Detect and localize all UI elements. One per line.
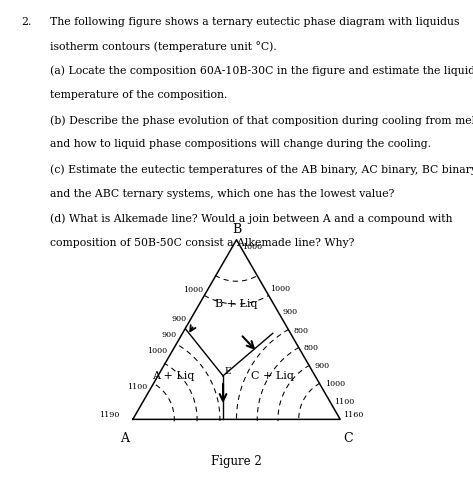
Text: A + Liq: A + Liq [152, 370, 194, 380]
Text: 2.: 2. [21, 17, 32, 27]
Text: C: C [344, 431, 353, 444]
Text: The following figure shows a ternary eutectic phase diagram with liquidus: The following figure shows a ternary eut… [50, 17, 459, 27]
Text: 800: 800 [294, 326, 308, 334]
Text: 1160: 1160 [343, 410, 364, 419]
Text: 1100: 1100 [334, 396, 355, 405]
Text: isotherm contours (temperature unit °C).: isotherm contours (temperature unit °C). [50, 41, 276, 52]
Text: E: E [225, 366, 231, 375]
Text: temperature of the composition.: temperature of the composition. [50, 90, 227, 100]
Text: A: A [120, 431, 129, 444]
Text: (d) What is Alkemade line? Would a join between A and a compound with: (d) What is Alkemade line? Would a join … [50, 213, 452, 223]
Text: 900: 900 [283, 307, 298, 315]
Text: B + Liq: B + Liq [215, 299, 258, 309]
Text: (c) Estimate the eutectic temperatures of the AB binary, AC binary, BC binary: (c) Estimate the eutectic temperatures o… [50, 164, 473, 174]
Text: B: B [232, 222, 241, 235]
Text: 1000: 1000 [148, 347, 167, 354]
Text: C + Liq: C + Liq [251, 370, 294, 380]
Text: 1000: 1000 [242, 242, 262, 250]
Text: and how to liquid phase compositions will change during the cooling.: and how to liquid phase compositions wil… [50, 139, 430, 149]
Text: 1000: 1000 [324, 380, 345, 388]
Text: composition of 50B-50C consist a Alkemade line? Why?: composition of 50B-50C consist a Alkemad… [50, 237, 354, 247]
Text: Figure 2: Figure 2 [211, 454, 262, 467]
Text: and the ABC ternary systems, which one has the lowest value?: and the ABC ternary systems, which one h… [50, 188, 394, 198]
Text: 1000: 1000 [270, 285, 290, 293]
Text: 1000: 1000 [183, 286, 203, 294]
Text: 900: 900 [162, 330, 177, 338]
Text: 900: 900 [314, 362, 329, 370]
Text: 1100: 1100 [127, 383, 147, 390]
Text: 900: 900 [171, 314, 186, 322]
Text: (b) Describe the phase evolution of that composition during cooling from melt: (b) Describe the phase evolution of that… [50, 115, 473, 125]
Text: 800: 800 [303, 343, 318, 351]
Text: (a) Locate the composition 60A-10B-30C in the figure and estimate the liquidus: (a) Locate the composition 60A-10B-30C i… [50, 66, 473, 76]
Text: 1190: 1190 [99, 410, 119, 419]
